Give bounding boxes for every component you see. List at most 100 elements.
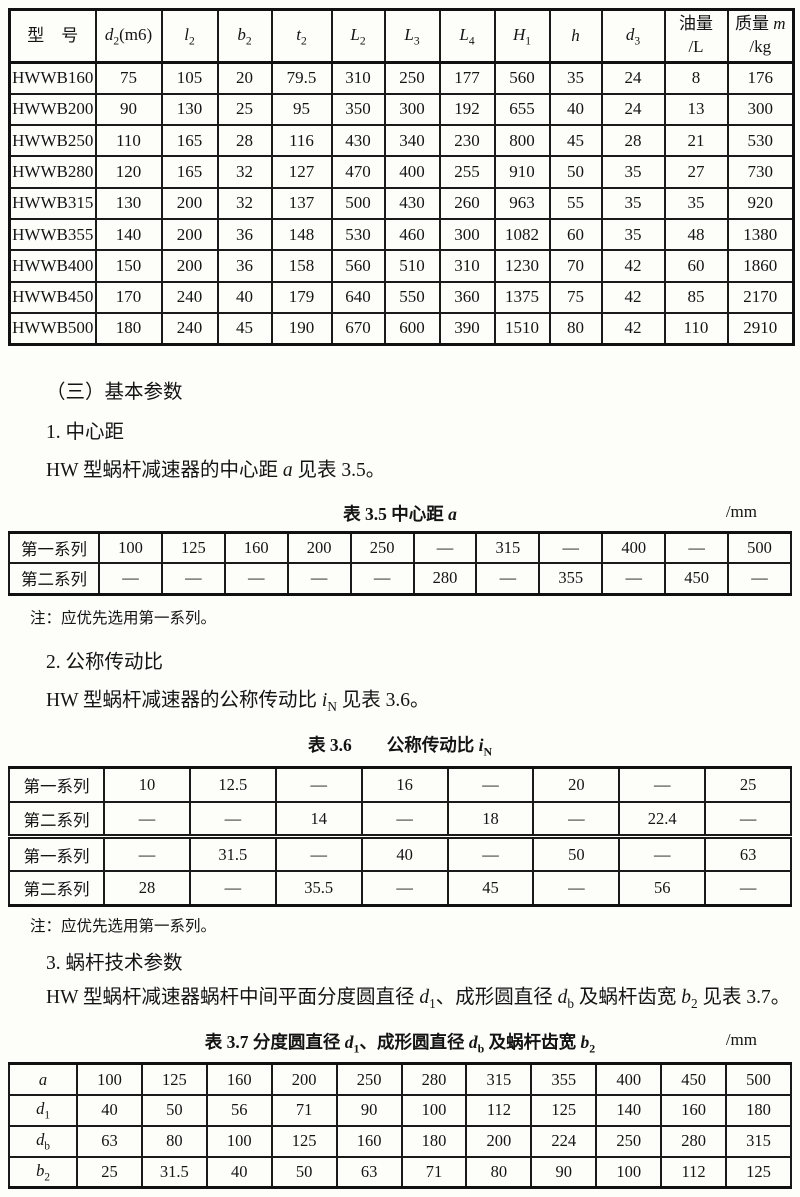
item-heading-center-distance: 1. 中心距 (46, 421, 125, 443)
column-header: d2(m6) (94, 8, 163, 64)
table-cell: 190 (270, 311, 333, 346)
column-header: b2 (216, 8, 273, 64)
table-cell: — (188, 801, 277, 838)
table-cell: 32 (216, 155, 273, 189)
table-cell: 105 (160, 61, 219, 95)
table-cell: 16 (360, 766, 449, 804)
row-label: db (8, 1124, 78, 1158)
table-cell: 45 (446, 870, 535, 907)
table-cell: — (601, 562, 667, 596)
table-row: HWWB450 170 240 40 179 640 550 360 1375 75 42 85 217… (8, 280, 795, 314)
table-cell: 530 (330, 217, 386, 252)
table-cell: 230 (438, 124, 496, 158)
table-cell: — (349, 562, 415, 596)
table-cell: 160 (205, 1062, 273, 1096)
table-cell: 148 (270, 217, 333, 252)
row-label: d1 (8, 1093, 78, 1127)
table-cell: 56 (618, 870, 707, 907)
table-cell: 550 (383, 280, 441, 314)
table-cell: 28 (216, 124, 273, 158)
table-cell: 165 (160, 155, 219, 189)
table-cell: 355 (538, 562, 604, 596)
table-cell: 100 (98, 531, 163, 565)
table-cell: 192 (438, 92, 496, 127)
table-cell: 300 (383, 92, 441, 127)
worm-diameter-table-body: a 100 125 160 200 250 280 315 355 400 450 500 d1 40 50… (8, 1062, 792, 1189)
table-cell: 14 (274, 801, 363, 838)
table-row: db 63 80 100 125 160 180 200 224 250 280 315 (8, 1124, 792, 1158)
table-cell: 240 (160, 280, 219, 314)
table-row: HWWB355 140 200 36 148 530 460 300 1082 60 35 48 138… (8, 217, 795, 252)
table-cell: — (412, 531, 478, 565)
table-cell: 730 (726, 155, 795, 189)
table-cell: — (475, 562, 541, 596)
table-cell: 165 (160, 124, 219, 158)
table-cell: 10 (103, 766, 191, 804)
table-cell: 80 (465, 1155, 533, 1189)
column-header: L2 (330, 8, 386, 64)
table-cell: 355 (530, 1062, 598, 1096)
table-cell: 800 (493, 124, 551, 158)
table-cell: 200 (160, 186, 219, 220)
table-cell: 450 (664, 562, 730, 596)
table-cell: — (274, 766, 363, 804)
table-cell: — (103, 834, 191, 873)
table-cell: 400 (595, 1062, 663, 1096)
table-cell: 530 (726, 124, 795, 158)
row-label: HWWB250 (8, 124, 97, 158)
nominal-ratio-table-body: 第一系列 10 12.5—16—20—25 第二系列 — —14—18—22.4— 第一系列… (8, 766, 792, 907)
table-cell: 260 (438, 186, 496, 220)
table-cell: 200 (270, 1062, 338, 1096)
table37-caption: 表 3.7 分度圆直径 d1、成形圆直径 db 及蜗杆齿宽 b2 (204, 1031, 596, 1056)
table-cell: 125 (725, 1155, 792, 1189)
table-cell: 50 (548, 155, 603, 189)
table-cell: 31.5 (188, 834, 277, 873)
center-distance-table-body: 第一系列 100 125 160 200 250—315—400—500 第二系列 — — — — —… (8, 531, 792, 596)
table-cell: 36 (216, 249, 273, 283)
row-label: 第一系列 (8, 834, 105, 873)
table-cell: — (704, 870, 792, 907)
table-cell: 116 (270, 124, 333, 158)
table-cell: 140 (595, 1093, 663, 1127)
table-cell: 48 (663, 217, 729, 252)
table-cell: 177 (438, 61, 496, 95)
table-cell: 21 (663, 124, 729, 158)
table-cell: 31.5 (140, 1155, 208, 1189)
column-header: 油量/L (663, 8, 729, 64)
table-cell: — (446, 834, 535, 873)
table-row: HWWB200 90 130 25 95 350 300 192 655 40 24 13 300 (8, 92, 795, 127)
row-label: HWWB160 (8, 61, 97, 95)
table-cell: 250 (335, 1062, 403, 1096)
table37-caption-row: 表 3.7 分度圆直径 d1、成形圆直径 db 及蜗杆齿宽 b2 /mm (8, 1029, 792, 1057)
table-cell: 2170 (726, 280, 795, 314)
paragraph-nominal-ratio: HW 型蜗杆减速器的公称传动比 iN 见表 3.6。 (46, 689, 430, 714)
table-cell: 170 (94, 280, 163, 314)
table-cell: 315 (475, 531, 541, 565)
table-cell: 655 (493, 92, 551, 127)
table-cell: 240 (160, 311, 219, 346)
table-cell: — (98, 562, 163, 596)
table-cell: 125 (140, 1062, 208, 1096)
table-cell: 224 (530, 1124, 598, 1158)
table-cell: — (160, 562, 226, 596)
column-header: d3 (600, 8, 666, 64)
table-cell: 470 (330, 155, 386, 189)
row-label: HWWB280 (8, 155, 97, 189)
table37-unit-label: /mm (725, 1029, 757, 1049)
table-cell: 24 (600, 92, 666, 127)
table-cell: 179 (270, 280, 333, 314)
table-cell: 460 (383, 217, 441, 252)
table-row: 型 号 d2(m6) l2 b2 t2 L2 L3 L4 H1 h d3 油量/L 质量 m/kg (8, 8, 795, 64)
table-row: HWWB400 150 200 36 158 560 510 310 1230 70 42 60 186… (8, 249, 795, 283)
table-row: 第一系列 —31.5—40—50—63 (8, 834, 792, 873)
table-row: HWWB280 120 165 32 127 470 400 255 910 50 35 27 730 (8, 155, 795, 189)
table-cell: 255 (438, 155, 496, 189)
table-cell: 20 (532, 766, 621, 804)
table-cell: 250 (349, 531, 415, 565)
table-cell: 112 (660, 1155, 728, 1189)
table35-unit-label: /mm (725, 501, 757, 521)
table-cell: 35.5 (274, 870, 363, 907)
table-cell: 160 (223, 531, 289, 565)
table-cell: 560 (330, 249, 386, 283)
row-label: HWWB450 (8, 280, 97, 314)
